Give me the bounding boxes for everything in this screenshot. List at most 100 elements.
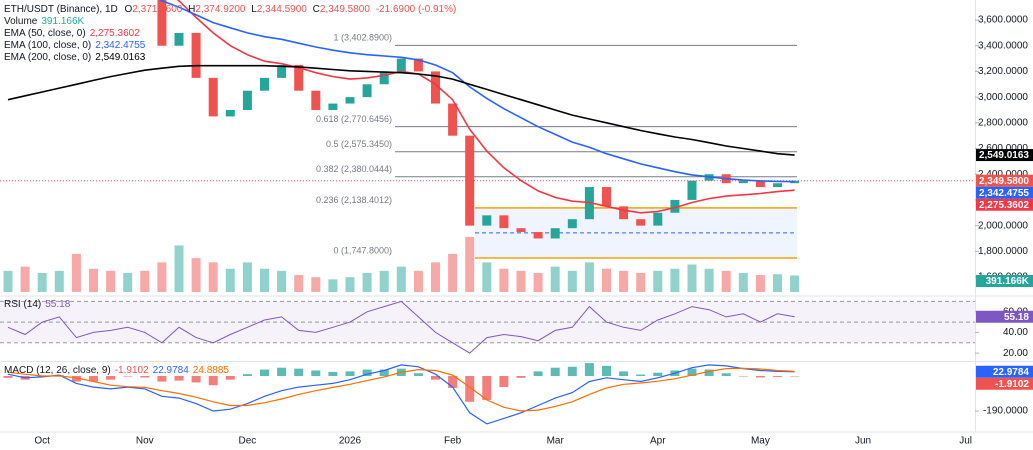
volume-bar — [191, 258, 201, 292]
legend: ETH/USDT (Binance), 1D O2,371.2600 H2,37… — [4, 4, 456, 376]
volume-bar — [567, 270, 577, 292]
legend-name: EMA (100, close, 0) — [4, 40, 91, 51]
volume-bar — [482, 262, 492, 292]
macd-histogram — [602, 365, 611, 376]
legend-value: 2,275.3602 — [90, 28, 140, 39]
macd-histogram — [242, 374, 252, 376]
legend-name: EMA (50, close, 0) — [4, 28, 86, 39]
price-tag — [976, 365, 1033, 378]
price-tag-label: 22.9784 — [993, 367, 1030, 378]
y-tick-label: 3,400.0000 — [978, 40, 1028, 51]
volume-bar — [465, 237, 475, 292]
candle — [619, 206, 629, 220]
macd-histogram — [687, 368, 697, 376]
macd-histogram — [260, 369, 269, 376]
candle — [653, 212, 663, 226]
volume-bar — [260, 268, 269, 292]
candle — [396, 58, 406, 72]
candle — [670, 199, 680, 213]
legend-row: EMA (50, close, 0) 2,275.3602 — [4, 28, 140, 39]
macd-histogram — [584, 363, 594, 376]
macd-histogram — [567, 366, 577, 376]
candle — [687, 180, 697, 200]
price-tag — [976, 275, 1033, 287]
volume-bar — [619, 270, 629, 292]
volume-bar — [704, 268, 714, 292]
macd-histogram — [636, 374, 646, 376]
volume-bar — [174, 245, 184, 292]
legend-value: 22.9784 — [153, 365, 190, 376]
volume-bar — [54, 270, 64, 292]
candle — [482, 215, 492, 226]
rsi-pane — [0, 300, 975, 354]
y-tick-label: 40.00 — [1003, 327, 1028, 338]
y-tick-label: 3,200.0000 — [978, 66, 1028, 77]
x-tick-label: Apr — [650, 436, 666, 447]
x-tick-label: Jun — [855, 436, 871, 447]
volume-bar — [362, 272, 372, 292]
volume-bar — [379, 270, 389, 292]
macd-histogram — [413, 373, 423, 376]
legend-value: 24.8885 — [193, 365, 230, 376]
volume-bar — [208, 262, 218, 292]
candle — [465, 135, 475, 226]
price-pane: 1 (3,402.8900) 0.618 (2,770.6456) 0.5 (2,5… — [0, 0, 975, 292]
ema-line — [176, 0, 795, 214]
legend-name: EMA (200, close, 0) — [4, 52, 91, 63]
volume-bar — [71, 253, 81, 292]
volume-bar — [345, 277, 355, 292]
candle — [550, 228, 560, 239]
candle — [242, 90, 252, 110]
x-tick-label: Nov — [136, 436, 154, 447]
macd-histogram — [89, 376, 98, 382]
volume-bar — [687, 264, 697, 292]
volume-bar — [311, 277, 321, 292]
ohlc-key: O — [125, 4, 133, 15]
volume-bar — [20, 266, 30, 292]
volume-bar — [277, 270, 287, 292]
macd-histogram — [533, 371, 543, 376]
volume-bar — [516, 270, 526, 292]
macd-histogram — [550, 367, 560, 376]
fib-label: 0 (1,747.8000) — [333, 245, 392, 255]
ohlc-key: H — [188, 4, 195, 15]
price-tag-label: 55.18 — [1004, 312, 1029, 323]
price-tag — [976, 198, 1033, 211]
price-tag-label: 2,549.0163 — [979, 150, 1029, 161]
volume-bar — [670, 268, 680, 292]
legend-row: RSI (14) 55.18 — [4, 299, 71, 310]
macd-histogram — [3, 376, 13, 378]
volume-bar — [328, 279, 338, 292]
volume-bar — [499, 268, 509, 292]
macd-histogram — [294, 368, 304, 376]
candle — [738, 180, 748, 184]
fib-label: 1 (3,402.8900) — [333, 33, 392, 43]
legend-name: MACD (12, 26, close, 9) — [4, 365, 111, 376]
candle — [431, 71, 440, 104]
candle — [533, 232, 543, 239]
macd-histogram — [106, 376, 116, 380]
x-tick-label: 2026 — [339, 436, 362, 447]
legend-value: 2,549.0163 — [95, 52, 145, 63]
macd-line — [7, 364, 795, 425]
x-tick-label: Mar — [547, 436, 565, 447]
volume-bar — [294, 275, 304, 292]
macd-histogram — [465, 376, 475, 402]
x-tick-label: Jul — [959, 436, 972, 447]
macd-histogram — [191, 376, 201, 383]
fib-label: 0.5 (2,575.3450) — [326, 139, 392, 149]
volume-bar — [584, 262, 594, 292]
volume-bar — [550, 266, 560, 292]
y-tick-label: 3,600.0000 — [978, 15, 1028, 26]
candle — [499, 215, 509, 229]
volume-bar — [123, 272, 133, 292]
ohlc-value: 2,344.5900 — [257, 4, 307, 15]
price-tag — [976, 149, 1033, 162]
macd-histogram — [516, 376, 526, 378]
macd-histogram — [448, 376, 458, 388]
candle — [567, 219, 577, 229]
candle — [362, 84, 372, 98]
macd-histogram — [704, 369, 714, 376]
candle — [174, 32, 184, 46]
